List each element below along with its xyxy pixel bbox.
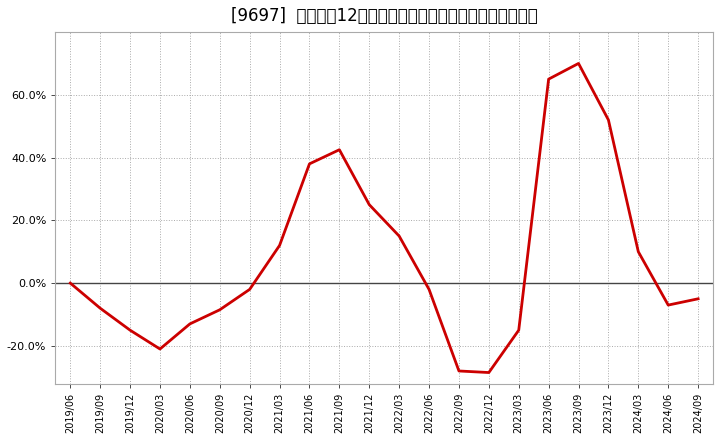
Title: [9697]  売上高の12か月移動合計の対前年同期増減率の推移: [9697] 売上高の12か月移動合計の対前年同期増減率の推移 <box>231 7 538 25</box>
